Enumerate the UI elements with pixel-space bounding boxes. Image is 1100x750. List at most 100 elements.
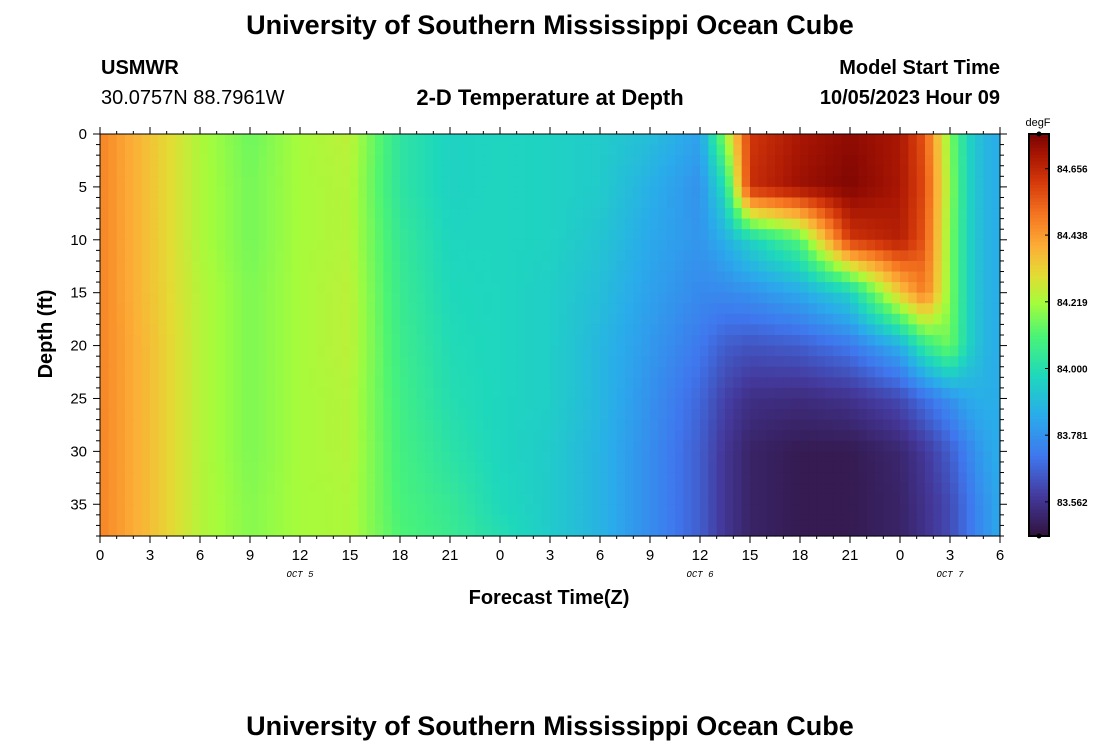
heatmap-cell xyxy=(525,303,534,315)
heatmap-cell xyxy=(641,271,651,283)
heatmap-cell xyxy=(591,186,601,199)
heatmap-cell xyxy=(300,493,309,505)
heatmap-cell xyxy=(500,461,509,474)
heatmap-cell xyxy=(283,144,293,156)
heatmap-cell xyxy=(691,387,701,400)
heatmap-cell xyxy=(591,387,601,400)
heatmap-cell xyxy=(191,144,201,156)
heatmap-cell xyxy=(416,134,426,146)
heatmap-cell xyxy=(350,387,359,400)
heatmap-cell xyxy=(241,239,251,251)
colorbar-swatch xyxy=(1029,144,1049,148)
heatmap-cell xyxy=(575,461,584,474)
heatmap-cell xyxy=(500,409,509,421)
heatmap-cell xyxy=(316,440,326,452)
heatmap-cell xyxy=(841,186,851,199)
heatmap-cell xyxy=(775,282,784,294)
heatmap-cell xyxy=(933,504,943,516)
heatmap-cell xyxy=(616,472,626,484)
heatmap-cell xyxy=(125,303,134,315)
heatmap-cell xyxy=(641,260,651,273)
heatmap-cell xyxy=(141,483,151,495)
heatmap-cell xyxy=(275,260,284,273)
heatmap-cell xyxy=(750,292,759,304)
heatmap-cell xyxy=(216,377,226,389)
heatmap-cell xyxy=(991,271,1001,283)
heatmap-cell xyxy=(933,144,943,156)
heatmap-cell xyxy=(258,303,268,315)
heatmap-cell xyxy=(508,419,518,431)
heatmap-cell xyxy=(791,430,801,442)
heatmap-cell xyxy=(591,430,601,442)
heatmap-cell xyxy=(625,250,634,262)
heatmap-cell xyxy=(258,377,268,389)
heatmap-cell xyxy=(658,472,668,484)
heatmap-cell xyxy=(791,229,801,241)
heatmap-cell xyxy=(408,260,418,273)
heatmap-cell xyxy=(283,409,293,421)
heatmap-cell xyxy=(283,493,293,505)
heatmap-cell xyxy=(458,176,468,188)
colorbar-cap xyxy=(1036,533,1042,539)
heatmap-cell xyxy=(491,303,501,315)
heatmap-cell xyxy=(975,345,984,357)
heatmap-cell xyxy=(683,514,693,527)
heatmap-cell xyxy=(783,335,793,347)
heatmap-cell xyxy=(158,451,168,463)
heatmap-cell xyxy=(258,398,268,410)
heatmap-cell xyxy=(308,461,318,474)
heatmap-cell xyxy=(975,260,984,273)
heatmap-cell xyxy=(150,324,159,336)
heatmap-cell xyxy=(833,229,843,241)
heatmap-cell xyxy=(833,451,843,463)
heatmap-cell xyxy=(633,440,643,452)
heatmap-cell xyxy=(975,186,984,199)
heatmap-cell xyxy=(550,377,559,389)
heatmap-cell xyxy=(983,504,993,516)
heatmap-cell xyxy=(908,282,918,294)
heatmap-cell xyxy=(533,483,543,495)
heatmap-cell xyxy=(250,165,259,177)
heatmap-cell xyxy=(175,419,184,431)
heatmap-cell xyxy=(283,461,293,474)
heatmap-cell xyxy=(375,176,384,188)
heatmap-cell xyxy=(866,229,876,241)
heatmap-cell xyxy=(408,514,418,527)
heatmap-cell xyxy=(691,461,701,474)
heatmap-cell xyxy=(775,461,784,474)
heatmap-cell xyxy=(925,504,934,516)
heatmap-cell xyxy=(558,493,568,505)
heatmap-cell xyxy=(341,324,351,336)
heatmap-cell xyxy=(125,335,134,347)
heatmap-cell xyxy=(508,461,518,474)
heatmap-cell xyxy=(491,292,501,304)
heatmap-cell xyxy=(583,345,593,357)
heatmap-cell xyxy=(900,229,909,241)
heatmap-cell xyxy=(500,218,509,230)
heatmap-cell xyxy=(858,493,868,505)
heatmap-cell xyxy=(566,493,576,505)
heatmap-cell xyxy=(516,493,526,505)
heatmap-cell xyxy=(550,335,559,347)
heatmap-cell xyxy=(450,398,459,410)
heatmap-cell xyxy=(758,472,768,484)
heatmap-cell xyxy=(316,472,326,484)
heatmap-cell xyxy=(958,472,968,484)
heatmap-cell xyxy=(266,260,276,273)
heatmap-cell xyxy=(250,398,259,410)
heatmap-cell xyxy=(558,271,568,283)
heatmap-cell xyxy=(883,493,893,505)
heatmap-cell xyxy=(741,409,751,421)
heatmap-cell xyxy=(758,176,768,188)
heatmap-cell xyxy=(225,335,234,347)
heatmap-cell xyxy=(441,472,451,484)
heatmap-cell xyxy=(566,345,576,357)
heatmap-cell xyxy=(591,472,601,484)
heatmap-cell xyxy=(841,176,851,188)
heatmap-cell xyxy=(691,303,701,315)
heatmap-cell xyxy=(400,451,409,463)
heatmap-cell xyxy=(225,155,234,167)
heatmap-cell xyxy=(366,440,376,452)
heatmap-cell xyxy=(375,409,384,421)
heatmap-cell xyxy=(225,409,234,421)
